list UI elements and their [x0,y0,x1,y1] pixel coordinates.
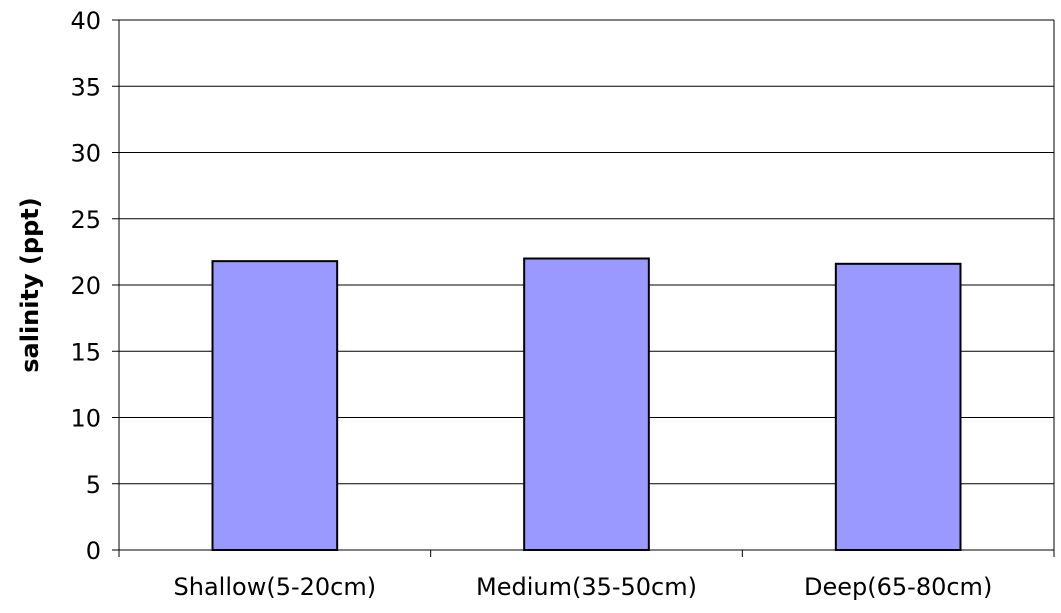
x-tick-labels: Shallow(5-20cm) Medium(35-50cm) Deep(65-80… [174,573,993,601]
x-tick-label: Deep(65-80cm) [804,573,992,601]
bars [211,257,962,551]
x-tick-label: Shallow(5-20cm) [174,573,377,601]
y-tick-label: 20 [70,272,101,300]
bar [211,260,339,551]
y-tick-label: 15 [70,338,101,366]
y-tick-label: 10 [70,405,101,433]
y-tick-label: 35 [70,73,101,101]
x-tick-label: Medium(35-50cm) [476,573,697,601]
bar [834,262,962,551]
y-tick-label: 0 [86,537,101,565]
axes [112,19,1055,557]
y-tick-label: 5 [86,471,101,499]
y-axis-label: salinity (ppt) [16,197,44,373]
bar [523,257,650,551]
y-tick-labels: 0 5 10 15 20 25 30 35 40 [70,7,101,565]
y-tick-label: 25 [70,206,101,234]
y-tick-label: 40 [70,7,101,35]
y-tick-label: 30 [70,140,101,168]
